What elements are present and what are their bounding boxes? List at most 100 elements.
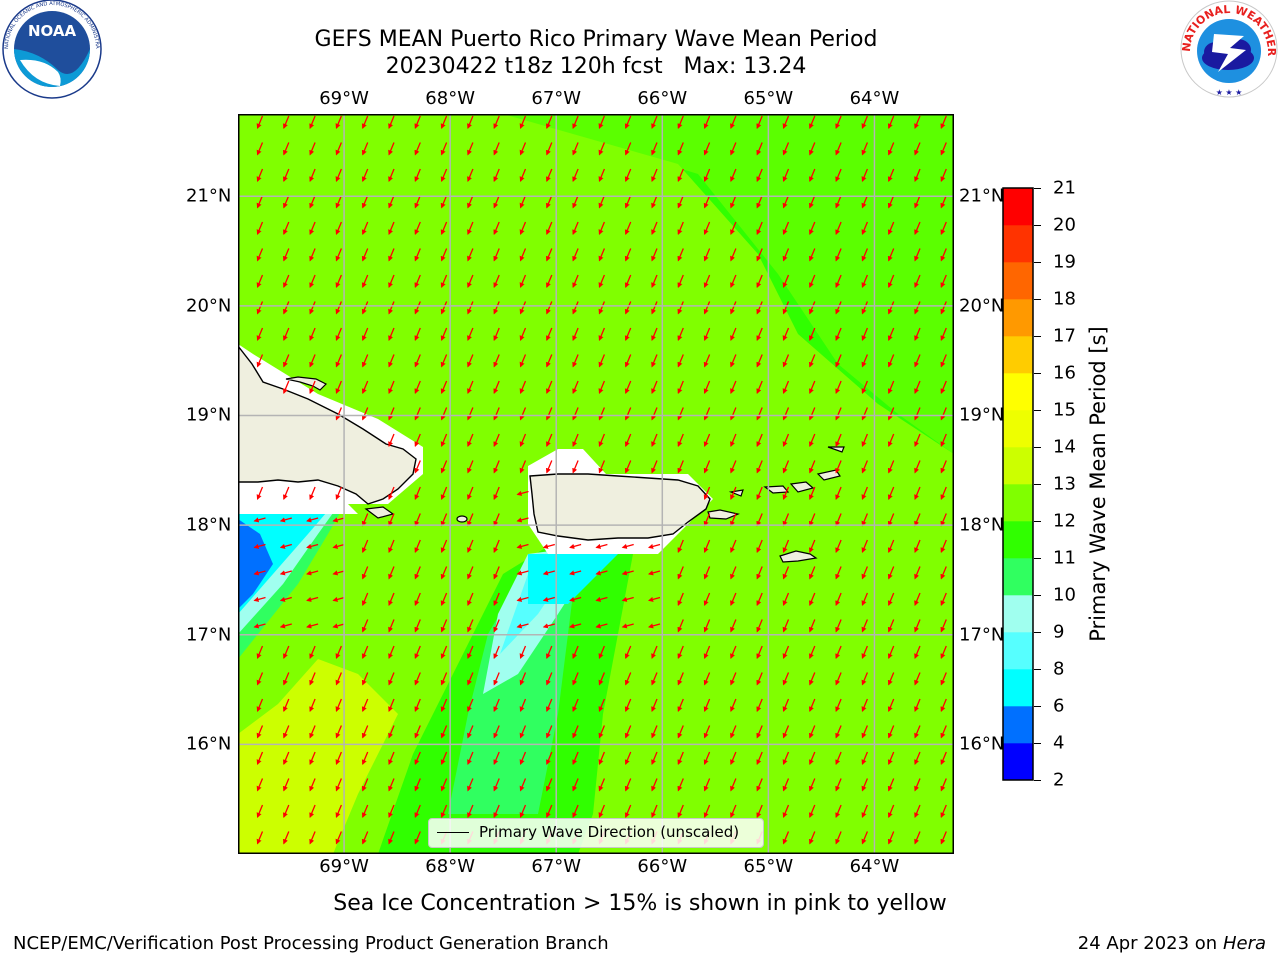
wave-direction-arrow [808,645,816,659]
wave-direction-arrow [677,168,684,182]
wave-direction-arrow [361,725,369,739]
wave-direction-arrow [861,513,869,527]
wave-direction-arrow [414,460,421,474]
wave-direction-arrow [861,725,869,739]
wave-direction-arrow [414,248,421,262]
wave-direction-arrow [388,778,395,792]
wave-direction-arrow [808,513,816,527]
latitude-label-right: 18°N [959,514,1005,536]
wave-direction-arrow [282,831,290,845]
wave-direction-arrow [440,725,448,739]
wave-direction-arrow [914,460,921,474]
wave-direction-arrow [940,168,947,182]
wave-direction-arrow [545,221,553,235]
wave-direction-arrow [253,596,266,602]
wave-direction-arrow [519,407,527,421]
wave-direction-arrow [388,672,395,686]
wave-direction-arrow [493,407,500,421]
wave-direction-arrow [545,168,553,182]
wave-direction-arrow [835,380,842,394]
wave-direction-arrow [332,543,345,549]
wave-direction-arrow [808,672,816,686]
wave-direction-arrow [861,248,869,262]
latitude-label-right: 20°N [959,295,1005,317]
wave-direction-arrow [388,354,395,368]
wave-direction-arrow [493,195,500,209]
wave-direction-arrow [887,566,895,580]
footer-date: 24 Apr 2023 on Hera [1078,933,1266,954]
wave-direction-arrow [440,486,448,500]
wave-direction-arrow [572,672,579,686]
wave-direction-arrow [440,804,448,818]
wave-direction-arrow [940,698,947,712]
wave-direction-arrow [414,301,421,315]
wave-direction-arrow [887,354,895,368]
wave-direction-arrow [493,725,500,739]
wave-direction-arrow [493,327,500,341]
wave-direction-arrow [545,327,553,341]
wave-direction-arrow [624,460,632,474]
wave-direction-arrow [282,195,290,209]
wave-direction-arrow [808,354,816,368]
wave-direction-arrow [835,168,842,182]
wave-direction-arrow [598,407,605,421]
wave-direction-arrow [572,168,579,182]
wave-direction-arrow [914,513,921,527]
wave-direction-arrow [440,751,448,765]
colorbar-segment [1003,558,1033,596]
wave-direction-arrow [516,623,529,629]
wave-direction-arrow [545,195,553,209]
map-subtitle: 20230422 t18z 120h fcst Max: 13.24 [385,54,807,79]
wave-direction-arrow [493,486,500,500]
wave-direction-arrow [677,592,684,606]
wave-direction-arrow [782,725,790,739]
wave-direction-arrow [677,539,684,553]
wave-direction-arrow [519,168,527,182]
wave-direction-arrow [440,168,448,182]
wave-direction-arrow [361,380,369,394]
wave-direction-arrow [808,566,816,580]
wave-direction-arrow [677,380,684,394]
wave-direction-arrow [493,698,500,712]
wave-direction-arrow [677,751,684,765]
wave-direction-arrow [282,115,290,129]
colorbar-tick-label: 13 [1053,473,1076,495]
wave-direction-arrow [493,566,500,580]
wave-direction-arrow [782,354,790,368]
wave-direction-arrow [730,619,737,633]
wave-direction-arrow [887,301,895,315]
wave-direction-arrow [388,142,395,156]
wave-direction-arrow [467,354,474,368]
wave-direction-arrow [542,543,555,549]
wave-direction-arrow [887,380,895,394]
wave-direction-arrow [861,195,869,209]
wave-direction-arrow [388,407,395,421]
wave-direction-arrow [519,672,527,686]
wave-direction-arrow [808,831,816,845]
wave-direction-arrow [572,142,579,156]
wave-direction-arrow [651,433,658,447]
wave-direction-arrow [467,778,474,792]
wave-direction-arrow [730,195,737,209]
wave-direction-arrow [914,645,921,659]
wave-direction-arrow [467,142,474,156]
colorbar-tick-mark [1034,668,1041,670]
wave-direction-arrow [940,831,947,845]
wave-direction-arrow [388,698,395,712]
wave-direction-arrow [598,168,605,182]
wave-direction-arrow [940,645,947,659]
wave-direction-arrow [835,513,842,527]
noaa-logo-icon: NOAA NATIONAL OCEANIC AND ATMOSPHERIC AD… [0,0,102,99]
longitude-label-bottom: 69°W [319,856,369,877]
wave-direction-arrow [493,142,500,156]
wave-direction-arrow [388,380,395,394]
wave-direction-arrow [256,831,264,845]
wave-direction-arrow [335,195,343,209]
wave-direction-arrow [388,831,395,845]
wave-direction-arrow [388,539,395,553]
wave-direction-arrow [519,645,527,659]
wave-direction-arrow [624,354,632,368]
wave-direction-arrow [332,517,345,523]
latitude-label-right: 21°N [959,185,1005,207]
wave-direction-arrow [677,566,684,580]
